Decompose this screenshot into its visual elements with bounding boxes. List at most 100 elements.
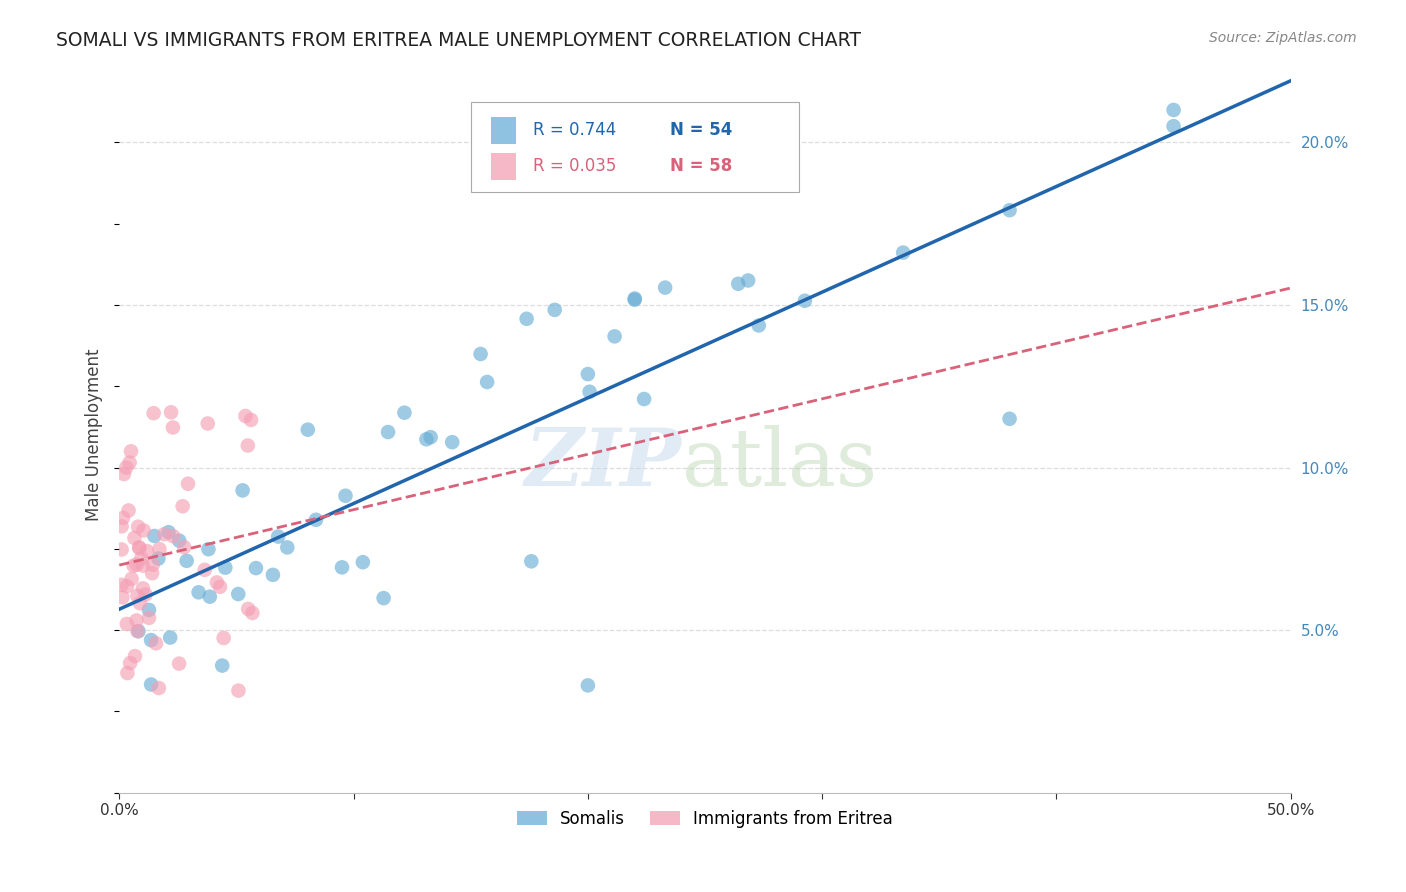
Point xyxy=(153,527,176,541)
Point xyxy=(173,540,195,554)
Text: Source: ZipAtlas.com: Source: ZipAtlas.com xyxy=(1209,31,1357,45)
Point xyxy=(262,567,284,582)
Point xyxy=(121,572,143,586)
Point xyxy=(127,519,149,533)
Point xyxy=(633,392,655,406)
Point xyxy=(138,611,160,625)
Point xyxy=(124,649,146,664)
Point xyxy=(118,456,141,470)
Point xyxy=(998,411,1021,425)
Point xyxy=(793,293,815,308)
Point xyxy=(335,489,357,503)
Point xyxy=(160,405,183,419)
Point xyxy=(120,656,142,670)
Point xyxy=(135,588,157,602)
Point xyxy=(162,420,184,434)
Point xyxy=(211,658,233,673)
Point xyxy=(576,678,599,692)
Point xyxy=(228,683,250,698)
Point xyxy=(117,503,139,517)
Point xyxy=(110,542,132,557)
Point xyxy=(891,245,914,260)
Point xyxy=(1163,119,1185,133)
Point xyxy=(128,596,150,610)
Bar xyxy=(491,153,516,179)
Point xyxy=(129,551,152,566)
Text: SOMALI VS IMMIGRANTS FROM ERITREA MALE UNEMPLOYMENT CORRELATION CHART: SOMALI VS IMMIGRANTS FROM ERITREA MALE U… xyxy=(56,31,862,50)
Point xyxy=(132,582,155,596)
Point xyxy=(238,602,260,616)
Point xyxy=(115,616,138,631)
Point xyxy=(124,531,146,545)
Point xyxy=(208,580,231,594)
Point xyxy=(122,558,145,573)
Point xyxy=(139,677,162,691)
Point xyxy=(197,417,219,431)
Point xyxy=(603,329,626,343)
Point xyxy=(125,558,148,572)
Point xyxy=(142,406,165,420)
Point xyxy=(240,413,263,427)
Point xyxy=(394,406,416,420)
Point xyxy=(419,430,441,444)
Point xyxy=(176,554,198,568)
Text: R = 0.035: R = 0.035 xyxy=(533,157,616,175)
Point xyxy=(748,318,770,333)
Point xyxy=(128,541,150,555)
Point xyxy=(470,347,492,361)
Point xyxy=(145,636,167,650)
Point xyxy=(141,566,163,581)
Point xyxy=(120,444,142,458)
Point xyxy=(441,435,464,450)
Point xyxy=(236,438,259,452)
Point xyxy=(112,467,135,481)
Point xyxy=(148,681,170,695)
Point xyxy=(138,603,160,617)
Point xyxy=(516,311,538,326)
Point xyxy=(205,575,228,590)
FancyBboxPatch shape xyxy=(471,103,799,192)
Text: ZIP: ZIP xyxy=(524,425,682,502)
Text: N = 58: N = 58 xyxy=(669,157,733,175)
Point xyxy=(177,476,200,491)
Text: atlas: atlas xyxy=(682,425,877,503)
Point xyxy=(172,500,194,514)
Point xyxy=(110,519,132,533)
Point xyxy=(520,554,543,568)
Point xyxy=(373,591,395,606)
Point xyxy=(117,666,139,681)
Point xyxy=(128,541,150,555)
Text: N = 54: N = 54 xyxy=(669,121,733,139)
Point xyxy=(623,293,645,307)
Point xyxy=(125,614,148,628)
Point xyxy=(232,483,254,498)
Legend: Somalis, Immigrants from Eritrea: Somalis, Immigrants from Eritrea xyxy=(510,803,900,834)
Point xyxy=(148,542,170,557)
Point xyxy=(737,273,759,287)
Point xyxy=(727,277,749,291)
Point xyxy=(142,558,165,572)
Point xyxy=(127,624,149,639)
Point xyxy=(377,425,399,439)
Point xyxy=(198,590,221,604)
Point xyxy=(111,591,134,605)
Point xyxy=(297,423,319,437)
Point xyxy=(267,530,290,544)
Point xyxy=(475,375,498,389)
Point xyxy=(330,560,353,574)
Point xyxy=(115,579,138,593)
Point xyxy=(578,384,600,399)
Point xyxy=(276,541,298,555)
Point xyxy=(305,513,328,527)
Point xyxy=(226,587,249,601)
Point xyxy=(157,525,180,540)
Point xyxy=(127,624,149,639)
Bar xyxy=(491,117,516,144)
Point xyxy=(1163,103,1185,117)
Point xyxy=(214,560,236,574)
Point xyxy=(623,292,645,306)
Point xyxy=(143,529,166,543)
Point xyxy=(212,631,235,645)
Point xyxy=(127,589,149,603)
Point xyxy=(159,631,181,645)
